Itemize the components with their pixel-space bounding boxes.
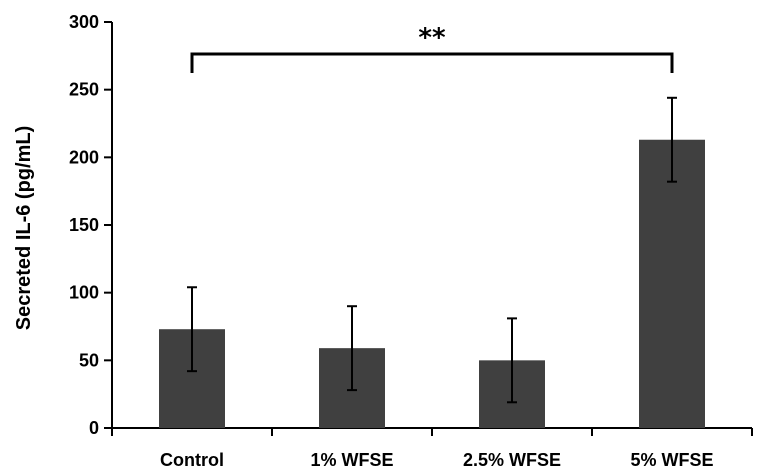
x-tick-label: Control [160, 450, 224, 470]
y-tick-label: 0 [89, 418, 99, 438]
significance-label: ** [418, 23, 446, 53]
y-tick-label: 150 [69, 215, 99, 235]
bars [159, 140, 705, 428]
error-bars [187, 98, 677, 403]
x-axis: Control 1% WFSE 2.5% WFSE 5% WFSE [112, 428, 752, 470]
y-axis: 0 50 100 150 200 250 300 [69, 12, 112, 438]
bar [639, 140, 705, 428]
significance-bracket-line [192, 54, 672, 73]
y-axis-label: Secreted IL-6 (pg/mL) [13, 126, 35, 330]
y-tick-label: 300 [69, 12, 99, 32]
x-tick-label: 2.5% WFSE [463, 450, 561, 470]
x-tick-label: 1% WFSE [310, 450, 393, 470]
y-tick-label: 50 [79, 350, 99, 370]
y-tick-label: 250 [69, 80, 99, 100]
y-tick-label: 200 [69, 147, 99, 167]
x-tick-label: 5% WFSE [630, 450, 713, 470]
y-tick-label: 100 [69, 283, 99, 303]
significance-bracket: ** [192, 23, 672, 73]
